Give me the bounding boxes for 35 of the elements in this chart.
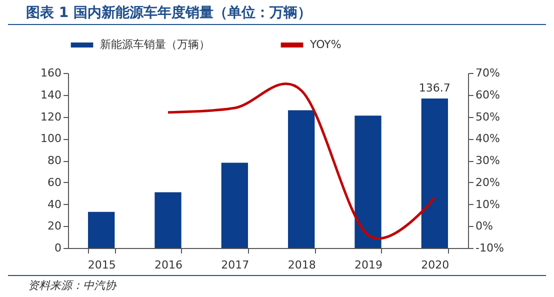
x-tick-label: 2017 <box>221 258 250 272</box>
y2-tick-label: -10% <box>476 242 504 254</box>
y2-tick-label: 0% <box>476 220 493 233</box>
bar <box>354 116 382 248</box>
y-tick-label: 160 <box>40 66 62 80</box>
x-tick-label: 2018 <box>288 258 316 272</box>
x-tick-label: 2019 <box>354 258 382 272</box>
bar <box>154 192 182 248</box>
bar <box>421 98 448 248</box>
x-tick-label: 2020 <box>421 258 450 272</box>
bar <box>221 162 248 248</box>
y2-tick-label: 10% <box>476 198 500 211</box>
bar <box>288 110 315 248</box>
y2-tick-label: 70% <box>476 66 500 80</box>
bar <box>88 212 115 248</box>
y2-tick-label: 20% <box>476 176 500 189</box>
y-tick-label: 80 <box>48 154 62 167</box>
y-tick-label: 140 <box>40 88 62 102</box>
data-label: 136.7 <box>418 81 450 94</box>
y2-tick-label: 30% <box>476 154 500 167</box>
y-tick-label: 40 <box>48 198 62 211</box>
legend-label: 新能源车销量（万辆） <box>100 38 210 51</box>
y-tick-label: 20 <box>48 220 62 233</box>
y2-tick-label: 50% <box>476 110 500 124</box>
y-tick-label: 60 <box>48 176 62 189</box>
x-tick-label: 2015 <box>88 258 116 272</box>
legend-label: YOY% <box>309 38 342 51</box>
y2-tick-label: 40% <box>476 132 500 146</box>
chart-title: 图表 1 国内新能源车年度销量（单位：万辆） <box>8 4 546 25</box>
y-tick-label: 100 <box>40 132 62 146</box>
x-tick-label: 2016 <box>154 258 182 272</box>
y-tick-label: 120 <box>40 110 62 124</box>
text: 资料来源：中汽协 <box>8 275 546 293</box>
y-tick-label: 0 <box>54 242 62 254</box>
y2-tick-label: 60% <box>476 88 500 102</box>
